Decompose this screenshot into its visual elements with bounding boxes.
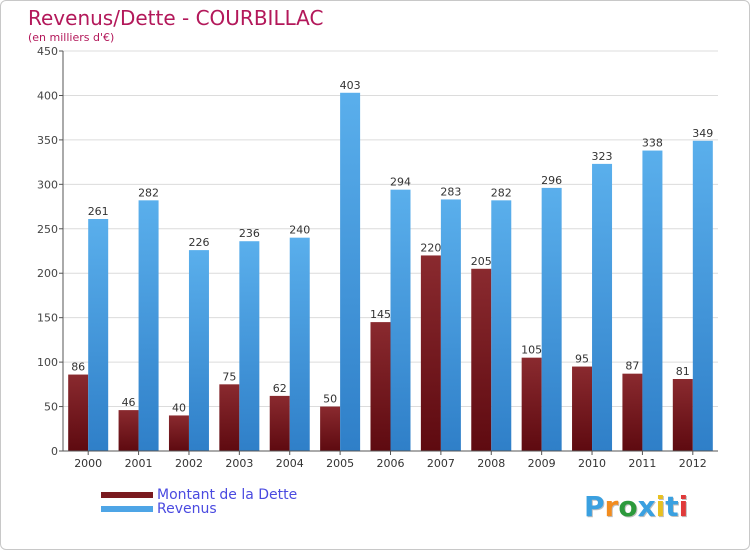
y-tick-label: 350	[37, 134, 58, 147]
chart-subtitle: (en milliers d'€)	[28, 31, 115, 44]
bar-revenus	[340, 92, 361, 452]
legend-label-dette: Montant de la Dette	[157, 487, 298, 503]
bar-dette	[168, 415, 189, 451]
bar-dette-label: 81	[676, 365, 690, 378]
x-tick-label: 2003	[225, 457, 253, 470]
y-tick-label: 0	[51, 445, 58, 458]
bar-dette	[521, 357, 542, 451]
x-axis: 2000 2001 2002 2003 2004 2005 2006 2007 2008 2009…	[63, 450, 718, 470]
bar-dette	[471, 268, 492, 451]
bar-revenus	[592, 163, 613, 451]
bar-revenus-label: 282	[138, 186, 159, 199]
logo-letter: t	[665, 490, 679, 523]
bar-revenus	[541, 187, 562, 451]
bar-dette-label: 105	[521, 344, 542, 357]
bars: 86 261 46 282 40 226 75 236 62 240 50 403 145 294 220 2…	[68, 79, 713, 452]
bar-dette	[572, 366, 593, 451]
logo-letter: x	[637, 490, 656, 523]
x-tick-label: 2012	[679, 457, 707, 470]
legend-swatch-revenus	[101, 506, 153, 512]
bar-dette-label: 62	[273, 382, 287, 395]
legend-swatch-dette	[101, 492, 153, 498]
bar-dette-label: 86	[71, 361, 85, 374]
bar-dette	[672, 379, 693, 451]
y-tick-label: 50	[44, 401, 58, 414]
x-tick-label: 2009	[528, 457, 556, 470]
bar-revenus	[289, 237, 310, 451]
y-tick-label: 450	[37, 45, 58, 58]
bar-revenus	[138, 200, 159, 451]
bar-revenus-label: 403	[340, 79, 361, 92]
bar-revenus-label: 261	[88, 205, 109, 218]
bar-revenus-label: 349	[692, 127, 713, 140]
legend-label-revenus: Revenus	[157, 501, 217, 517]
logo-letter: i	[655, 490, 666, 523]
bar-dette	[219, 384, 240, 451]
x-tick-label: 2011	[628, 457, 656, 470]
bar-revenus	[692, 140, 713, 451]
logo-letter: P	[584, 490, 605, 523]
bar-dette-label: 205	[471, 255, 492, 268]
bar-revenus-label: 323	[592, 150, 613, 163]
bar-revenus-label: 226	[188, 236, 209, 249]
x-tick-label: 2006	[377, 457, 405, 470]
bar-dette-label: 95	[575, 353, 589, 366]
bar-dette-label: 40	[172, 401, 186, 414]
bar-dette-label: 50	[323, 393, 337, 406]
bar-dette-label: 220	[420, 241, 441, 254]
bar-revenus-label: 296	[541, 174, 562, 187]
bar-revenus	[88, 219, 109, 451]
bar-revenus-label: 283	[440, 185, 461, 198]
bar-dette	[68, 374, 89, 451]
bar-dette	[269, 395, 290, 451]
proxiti-logo: Proxiti	[584, 490, 688, 523]
y-tick-label: 150	[37, 312, 58, 325]
bar-revenus	[642, 150, 663, 452]
bar-revenus	[440, 199, 461, 451]
logo-letter: r	[604, 490, 619, 523]
bar-dette-label: 46	[122, 396, 136, 409]
bar-revenus	[491, 200, 512, 451]
legend-item-revenus: Revenus	[101, 501, 217, 517]
y-tick-label: 250	[37, 223, 58, 236]
x-tick-label: 2000	[74, 457, 102, 470]
bar-revenus	[188, 250, 209, 451]
legend-item-dette: Montant de la Dette	[101, 487, 297, 503]
logo-letter: o	[618, 490, 638, 523]
bar-revenus-label: 338	[642, 137, 663, 150]
bar-dette-label: 145	[370, 308, 391, 321]
x-tick-label: 2010	[578, 457, 606, 470]
bar-revenus	[239, 241, 260, 451]
y-tick-label: 200	[37, 267, 58, 280]
y-tick-label: 300	[37, 178, 58, 191]
bar-dette	[320, 406, 341, 451]
y-tick-label: 100	[37, 356, 58, 369]
bar-revenus	[390, 189, 411, 451]
logo-letter: i	[678, 490, 689, 523]
x-tick-label: 2004	[276, 457, 304, 470]
y-tick-label: 400	[37, 89, 58, 102]
bar-revenus-label: 282	[491, 186, 512, 199]
x-tick-label: 2007	[427, 457, 455, 470]
x-tick-label: 2005	[326, 457, 354, 470]
bar-dette-label: 87	[625, 360, 639, 373]
x-tick-label: 2001	[125, 457, 153, 470]
bar-revenus-label: 236	[239, 227, 260, 240]
y-axis: 0 50 100 150 200 250 300 350 400 450	[37, 45, 64, 458]
bar-dette	[420, 255, 441, 451]
bar-dette	[118, 410, 139, 451]
x-tick-label: 2002	[175, 457, 203, 470]
chart-title: Revenus/Dette - COURBILLAC	[28, 6, 324, 30]
bar-revenus-label: 240	[289, 224, 310, 237]
x-tick-label: 2008	[477, 457, 505, 470]
bar-dette	[370, 322, 391, 451]
bar-dette	[622, 373, 643, 451]
bar-revenus-label: 294	[390, 176, 411, 189]
bar-dette-label: 75	[222, 370, 236, 383]
